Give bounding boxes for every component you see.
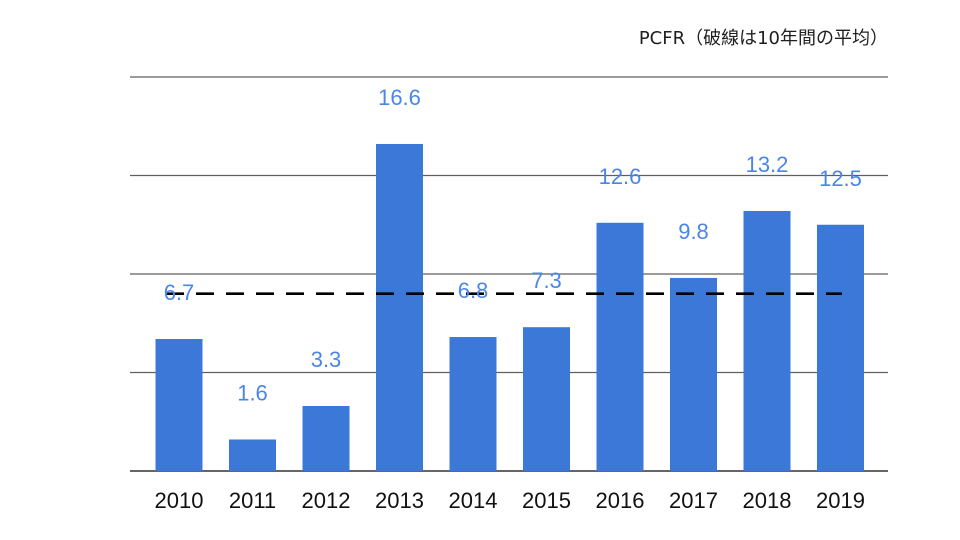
bar-2016: [596, 222, 644, 471]
data-label-2018: 13.2: [746, 152, 789, 177]
bar-2017: [670, 277, 717, 471]
data-labels: 6.7 1.6 3.3 16.6 6.8 7.3 12.6 9.8 13.2 12.5: [164, 85, 862, 406]
data-label-2010: 6.7: [164, 280, 195, 305]
x-tick-label-2016: 2016: [596, 488, 645, 513]
x-tick-label-2014: 2014: [449, 488, 498, 513]
x-tick-label-2018: 2018: [743, 488, 792, 513]
x-tick-label-2019: 2019: [816, 488, 865, 513]
bar-2014: [449, 337, 497, 471]
bars: [155, 143, 864, 472]
data-label-2012: 3.3: [311, 347, 342, 372]
bar-2010: [155, 339, 203, 471]
x-tick-label-2013: 2013: [375, 488, 424, 513]
data-label-2017: 9.8: [678, 219, 709, 244]
x-tick-label-2012: 2012: [302, 488, 351, 513]
x-axis-tick-labels: 2010 2011 2012 2013 2014 2015 2016 2017 2018 2019: [155, 488, 865, 513]
bar-2018: [743, 210, 791, 471]
x-tick-label-2017: 2017: [669, 488, 718, 513]
x-tick-label-2010: 2010: [155, 488, 204, 513]
bar-2019: [817, 224, 864, 471]
bar-2012: [302, 405, 350, 471]
data-label-2015: 7.3: [531, 268, 562, 293]
x-tick-label-2015: 2015: [522, 488, 571, 513]
bar-2013: [376, 143, 423, 472]
x-tick-label-2011: 2011: [229, 488, 276, 513]
bar-2015: [523, 327, 570, 471]
data-label-2016: 12.6: [599, 164, 642, 189]
chart-title: PCFR（破線は10年間の平均）: [639, 28, 888, 49]
data-label-2019: 12.5: [819, 166, 862, 191]
data-label-2014: 6.8: [458, 278, 489, 303]
data-label-2011: 1.6: [237, 380, 268, 405]
data-label-2013: 16.6: [378, 85, 421, 110]
bar-2011: [229, 439, 276, 471]
